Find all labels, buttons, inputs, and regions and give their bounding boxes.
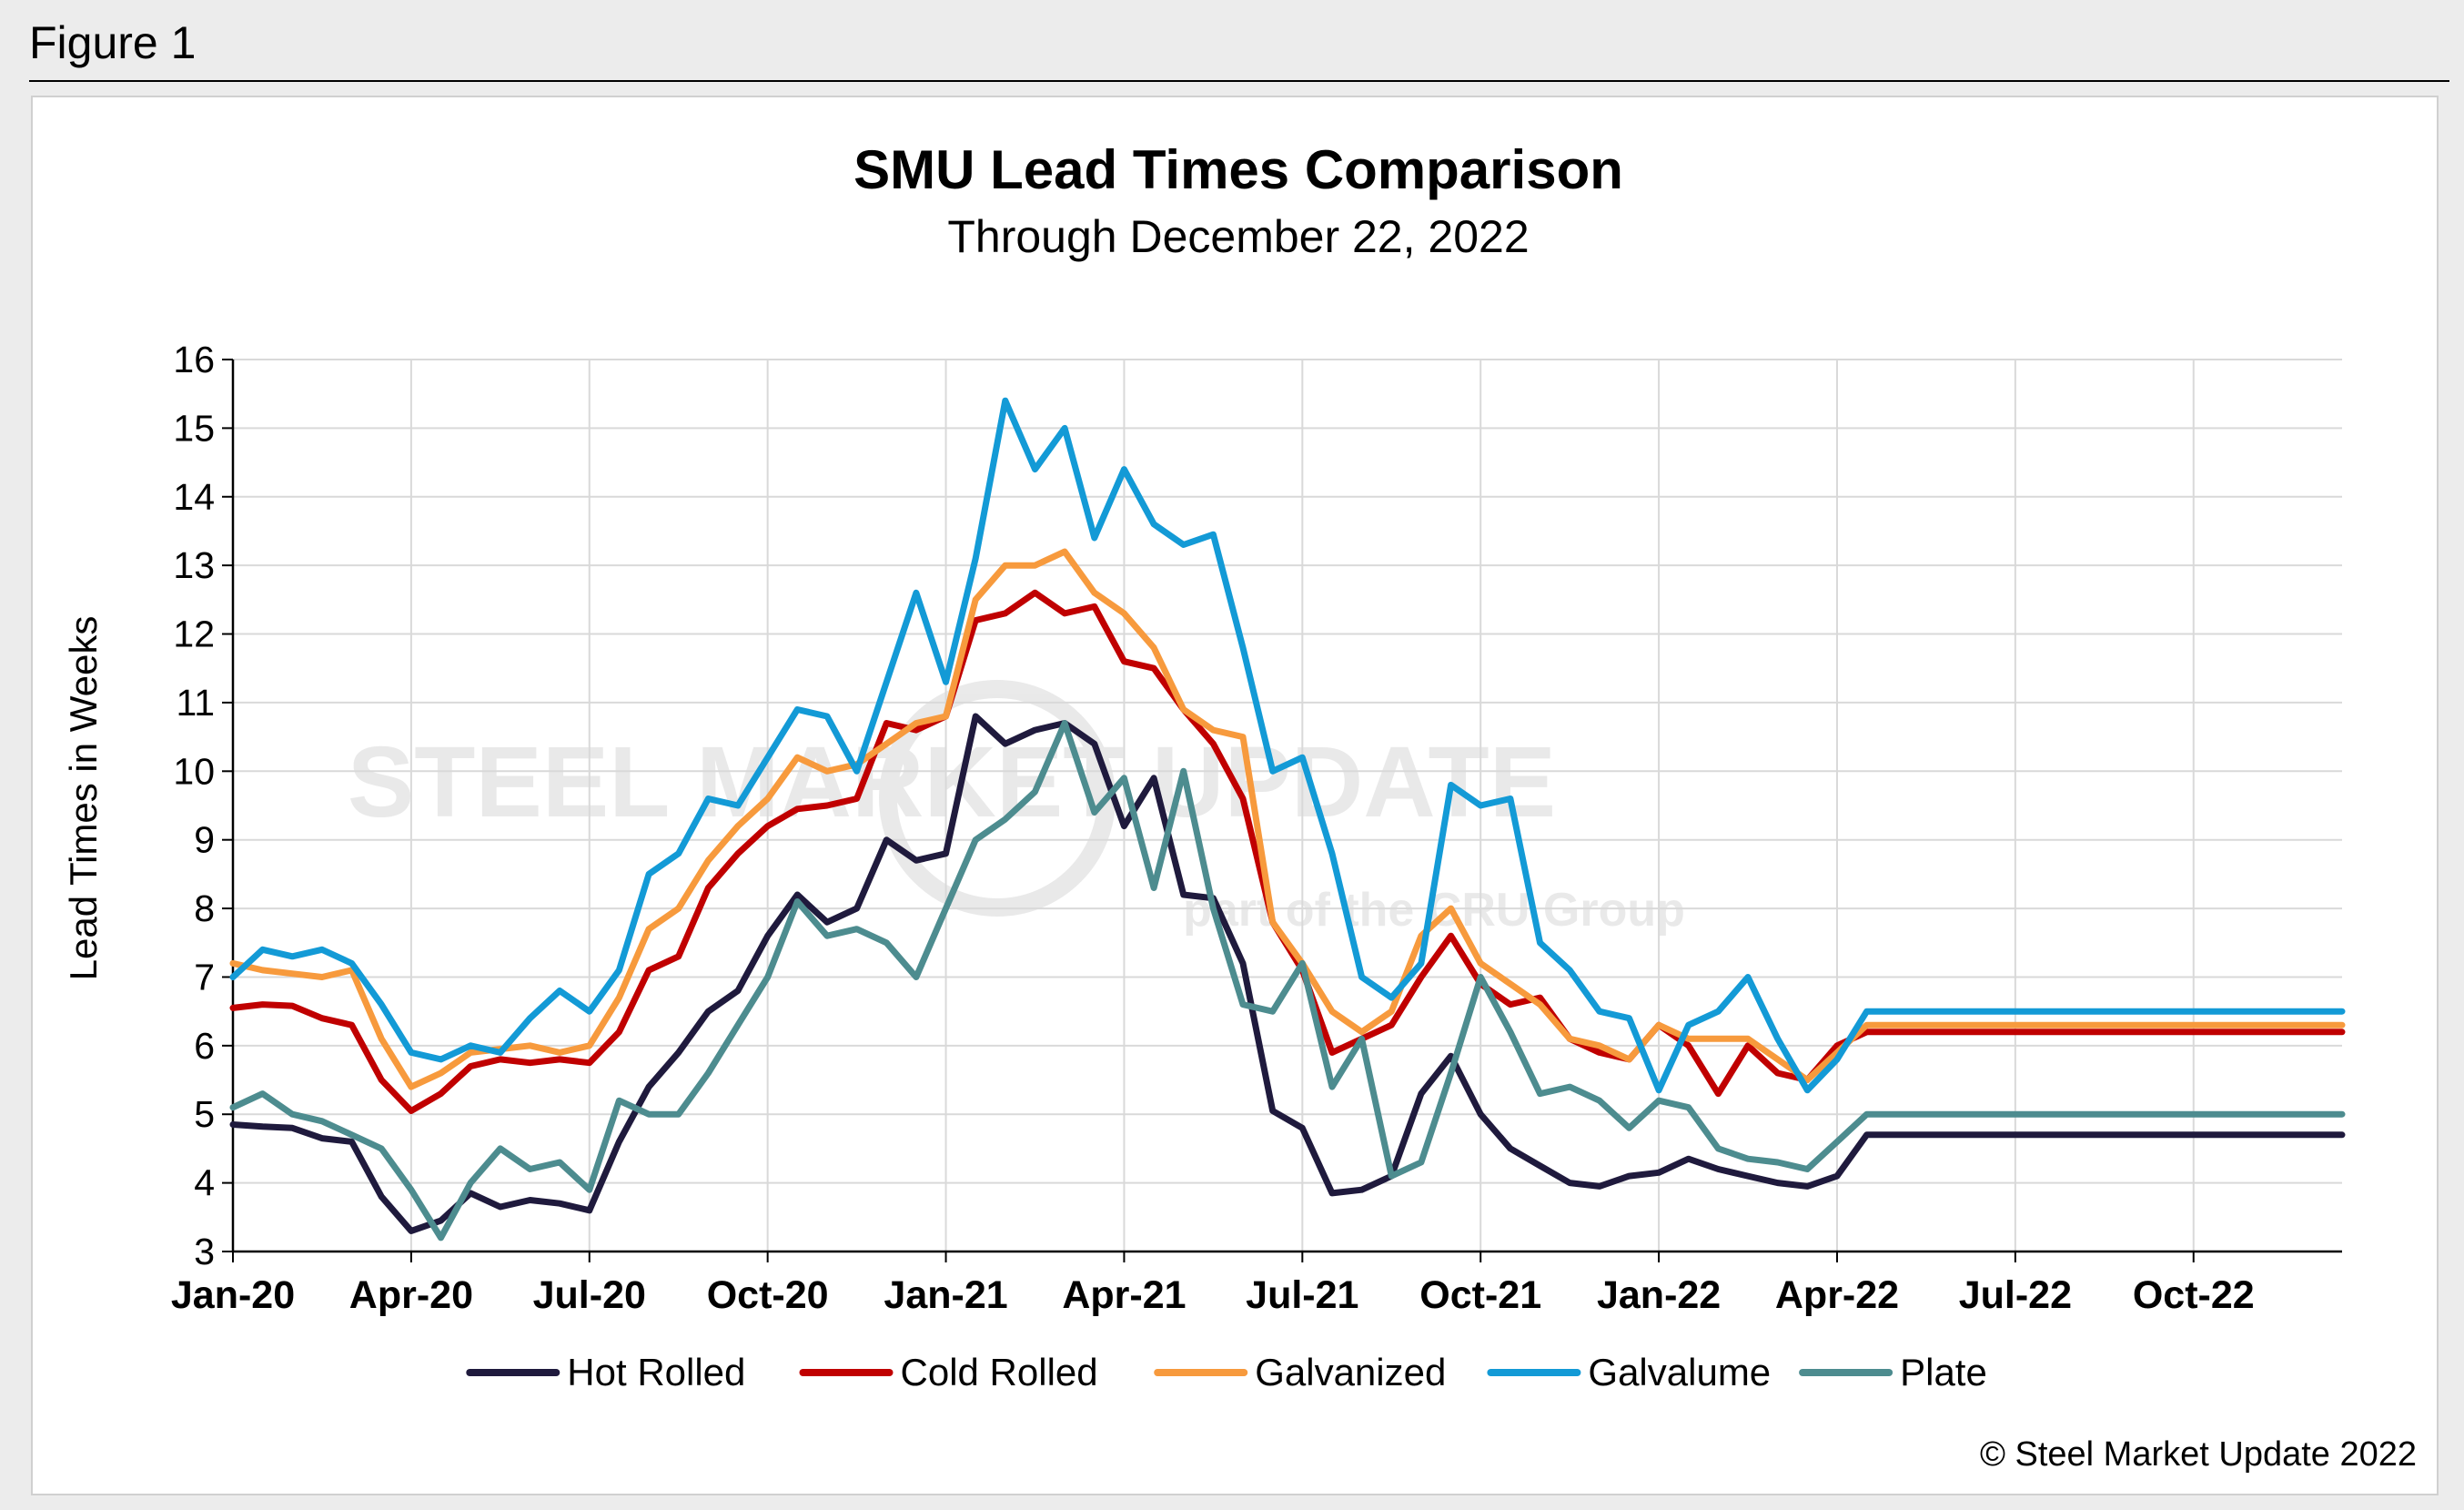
x-tick-label: Apr-22 — [1775, 1273, 1899, 1317]
series-line-hot-rolled — [229, 713, 2346, 1234]
x-tick-label: Jul-22 — [1959, 1273, 2072, 1317]
series-line-cold-rolled — [229, 589, 2346, 1114]
x-tick-label: Jan-20 — [171, 1273, 295, 1317]
legend: Hot Rolled Cold Rolled Galvanized Galvalume… — [466, 1351, 1987, 1393]
x-tick-label: Oct-20 — [707, 1273, 829, 1317]
legend-label: Hot Rolled — [567, 1351, 745, 1393]
y-tick-label: 12 — [173, 613, 215, 655]
x-tick-label: Jan-22 — [1597, 1273, 1721, 1317]
y-axis-label: Lead Times in Weeks — [62, 616, 105, 981]
x-tick-label: Jan-21 — [884, 1273, 1007, 1317]
y-tick-label: 9 — [194, 819, 215, 861]
figure-divider — [29, 80, 2449, 82]
credit-text: © Steel Market Update 2022 — [1980, 1435, 2417, 1474]
legend-label: Galvanized — [1255, 1351, 1446, 1393]
series-line-galvalume — [229, 397, 2346, 1094]
y-tick-label: 14 — [173, 476, 215, 518]
legend-label: Galvalume — [1588, 1351, 1771, 1393]
y-tick-label: 8 — [194, 887, 215, 929]
x-tick-label: Apr-20 — [349, 1273, 473, 1317]
y-tick-label: 15 — [173, 407, 215, 449]
y-tick-label: 16 — [173, 339, 215, 380]
figure-label: Figure 1 — [29, 17, 197, 68]
grid — [233, 359, 2342, 1252]
x-tick-label: Oct-22 — [2133, 1273, 2255, 1317]
series-line-plate — [229, 720, 2346, 1241]
legend-label: Plate — [1900, 1351, 1987, 1393]
y-tick-label: 4 — [194, 1162, 215, 1204]
x-tick-label: Jul-20 — [533, 1273, 646, 1317]
x-tick-label: Jul-21 — [1246, 1273, 1358, 1317]
y-tick-label: 13 — [173, 544, 215, 586]
series-group — [229, 397, 2346, 1241]
chart-svg: STEEL MARKET UPDATE part of the CRU Grou… — [62, 139, 2417, 1474]
x-tick-label: Oct-21 — [1419, 1273, 1541, 1317]
axes: 3 4 5 6 7 8 9 10 11 12 13 14 15 16 Jan-20 Apr-20 Jul-20 O… — [171, 339, 2342, 1317]
y-tick-label: 10 — [173, 750, 215, 792]
chart-panel: STEEL MARKET UPDATE part of the CRU Grou… — [31, 96, 2439, 1495]
series-line-galvanized — [229, 548, 2346, 1090]
legend-label: Cold Rolled — [901, 1351, 1098, 1393]
chart-title: SMU Lead Times Comparison — [853, 139, 1623, 200]
y-tick-label: 3 — [194, 1231, 215, 1272]
y-tick-label: 5 — [194, 1093, 215, 1135]
chart-subtitle: Through December 22, 2022 — [947, 211, 1529, 262]
y-tick-label: 6 — [194, 1025, 215, 1067]
y-tick-label: 11 — [176, 682, 215, 724]
y-tick-label: 7 — [194, 956, 215, 998]
x-tick-label: Apr-21 — [1062, 1273, 1186, 1317]
